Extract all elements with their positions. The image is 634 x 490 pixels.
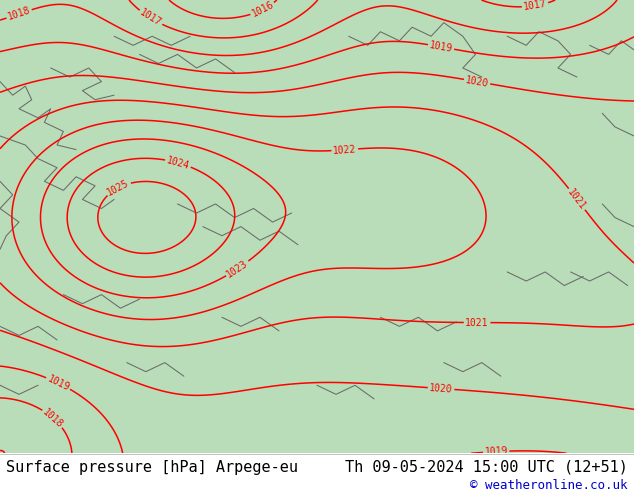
Text: 1021: 1021 [465,318,489,328]
Text: Th 09-05-2024 15:00 UTC (12+51): Th 09-05-2024 15:00 UTC (12+51) [345,460,628,475]
Text: 1018: 1018 [41,407,65,430]
Text: 1019: 1019 [484,446,508,457]
Text: 1020: 1020 [429,383,453,394]
Text: 1016: 1016 [250,0,275,19]
Text: 1023: 1023 [225,258,250,279]
Text: Surface pressure [hPa] Arpege-eu: Surface pressure [hPa] Arpege-eu [6,460,299,475]
Text: 1019: 1019 [46,373,71,392]
Text: 1017: 1017 [138,7,163,28]
Text: 1024: 1024 [165,155,191,171]
Text: 1021: 1021 [566,187,588,212]
Text: © weatheronline.co.uk: © weatheronline.co.uk [470,479,628,490]
Text: 1022: 1022 [333,144,357,156]
Text: 1025: 1025 [106,178,131,197]
Text: 1019: 1019 [429,40,453,54]
Text: 1018: 1018 [6,5,32,23]
Text: 1017: 1017 [523,0,548,12]
Text: 1020: 1020 [465,74,489,89]
